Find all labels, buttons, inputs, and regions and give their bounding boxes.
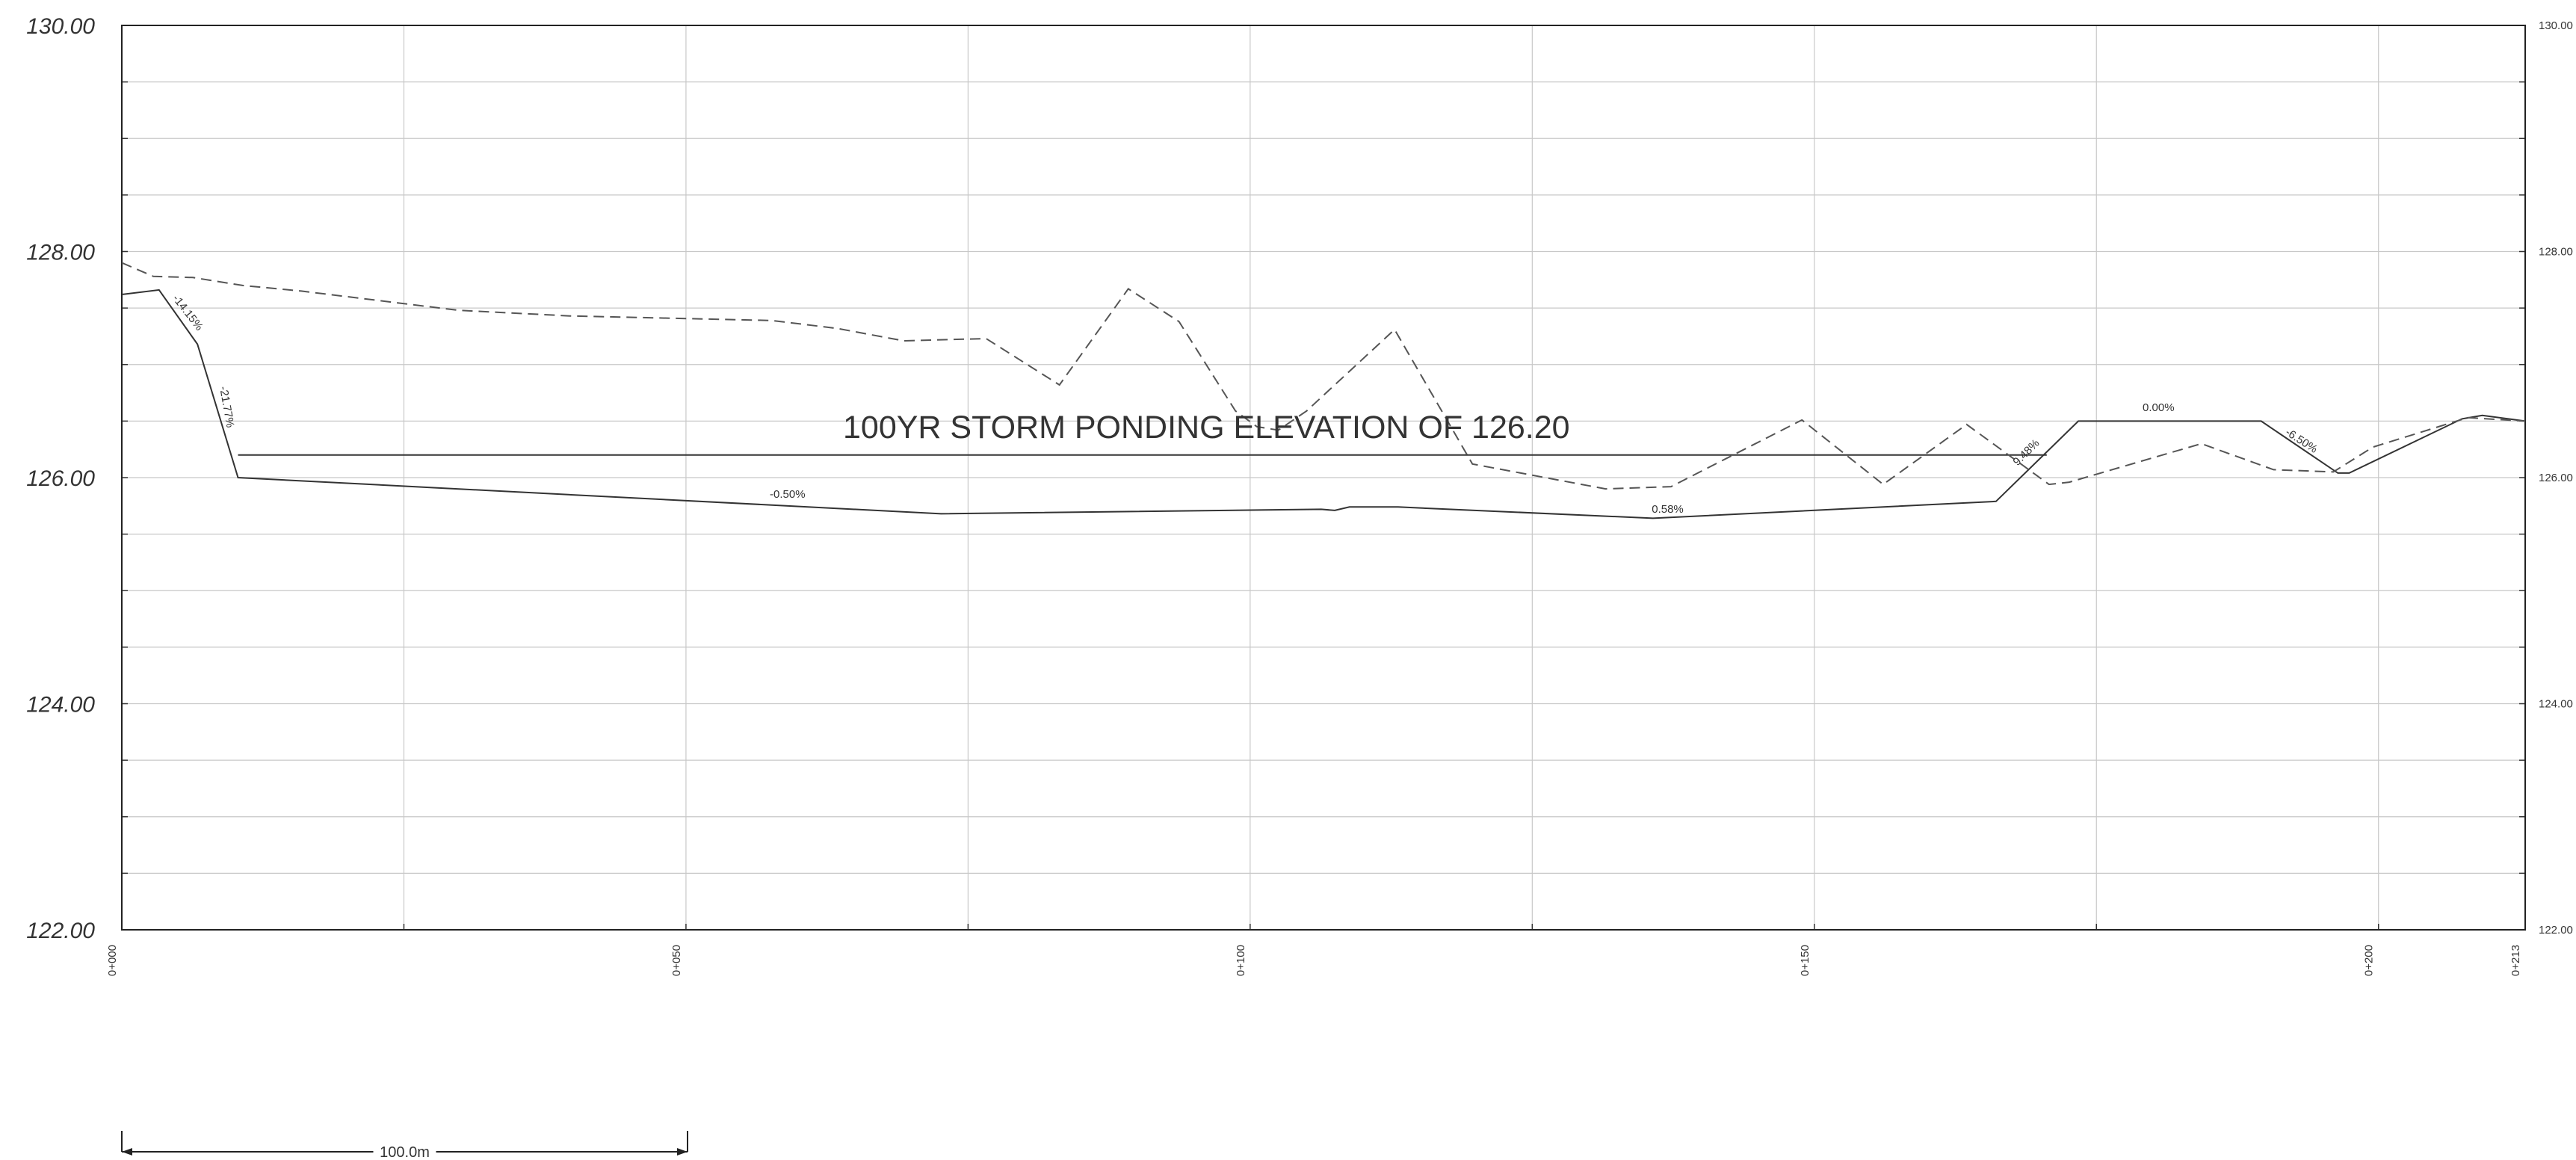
grade-label: 0.58% — [1652, 503, 1684, 516]
grade-label: 0.00% — [2143, 401, 2175, 414]
elevation-label: 130.00 — [2539, 19, 2573, 32]
station-label: 0+150 — [1799, 945, 1811, 976]
elevation-label: 128.00 — [26, 241, 95, 265]
scale-bar-arrow-right — [677, 1148, 688, 1156]
station-label: 0+050 — [670, 945, 683, 976]
station-label: 0+000 — [106, 945, 119, 976]
grade-label: -21.77% — [217, 385, 236, 428]
elevation-label: 124.00 — [26, 693, 95, 718]
grid-lines — [122, 25, 2525, 930]
scale-bar-label: 100.0m — [380, 1144, 430, 1160]
station-labels: 0+000 0+050 0+100 0+150 0+200 0+213 — [106, 945, 2522, 976]
elevation-label: 130.00 — [26, 14, 95, 39]
grade-label: -0.50% — [770, 488, 806, 501]
elevation-label: 124.00 — [2539, 698, 2573, 711]
profile-series — [122, 263, 2525, 519]
grade-labels: -14.15%-21.77%-0.50%0.58%9.48%0.00%-6.50… — [170, 292, 2320, 516]
elevation-label: 126.00 — [26, 466, 95, 491]
elevation-labels-left: 122.00 124.00 126.00 128.00 130.00 — [26, 14, 95, 943]
elevation-labels-right: 122.00 124.00 126.00 128.00 130.00 — [2539, 19, 2573, 937]
grade-label: 9.48% — [2010, 437, 2042, 469]
scale-bar-arrow-left — [122, 1148, 132, 1156]
elevation-label: 122.00 — [2539, 924, 2573, 937]
scale-bar: 100.0m — [122, 1131, 688, 1160]
elevation-label: 122.00 — [26, 919, 95, 943]
station-label: 0+200 — [2363, 945, 2376, 976]
ponding-elevation-annotation: 100YR STORM PONDING ELEVATION OF 126.20 — [843, 410, 1570, 445]
grade-label: -6.50% — [2283, 426, 2320, 456]
elevation-label: 126.00 — [2539, 472, 2573, 484]
station-label: 0+213 — [2509, 945, 2522, 976]
station-label: 0+100 — [1235, 945, 1247, 976]
elevation-label: 128.00 — [2539, 246, 2573, 259]
